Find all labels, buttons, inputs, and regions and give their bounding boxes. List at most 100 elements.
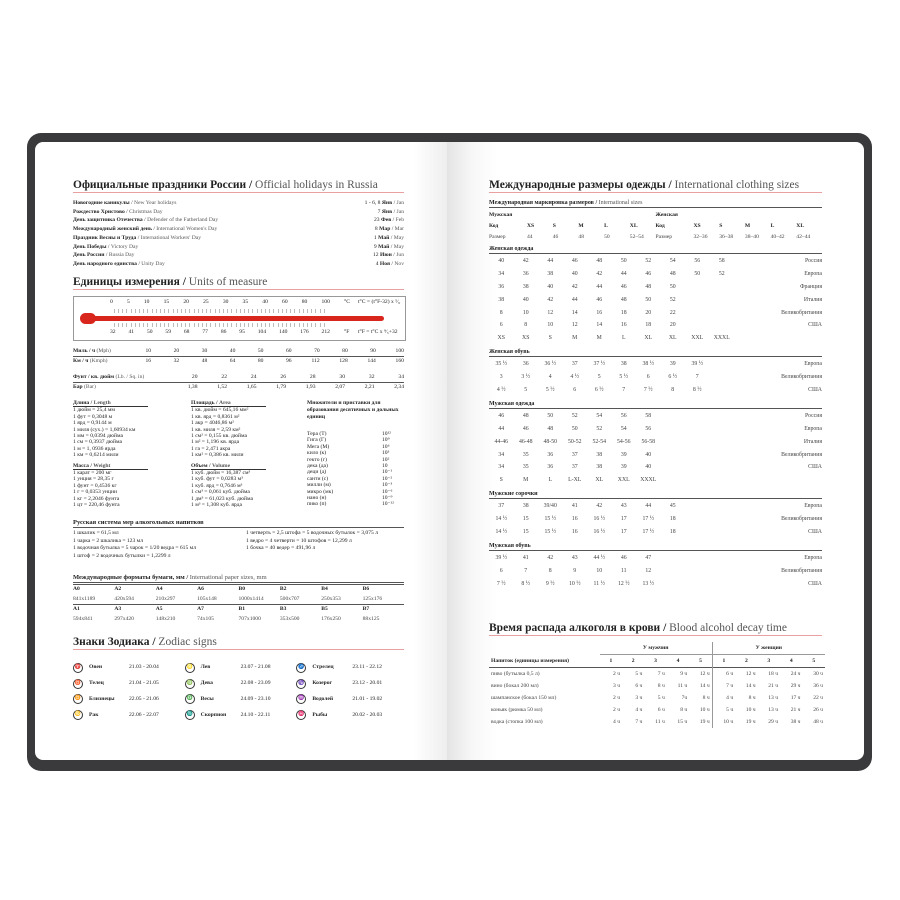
size-cell: 42 — [571, 283, 578, 290]
row-label: Бар (Bar) — [73, 383, 168, 392]
size-cell: 3 ½ — [521, 374, 531, 381]
size-cell — [685, 319, 710, 332]
table-cell: 1,65 — [246, 384, 257, 390]
zodiac-name: Телец — [89, 680, 104, 687]
prefix-value: 10³ — [382, 450, 390, 457]
holiday-month-en: Jan — [396, 200, 404, 206]
table-cell: 22 — [221, 374, 227, 380]
row-label: Фунт / кв. дюйм (Lb. / Sq. in) — [73, 373, 168, 382]
bac-cell: 10 ч — [699, 707, 710, 713]
size-cell: 50 — [571, 425, 578, 432]
prefix-row: Мега (М) 10⁶ — [307, 444, 404, 450]
intl-grid: Мужская Женская Код XS S M L XL Код XS S M L XL Размер… — [489, 210, 822, 243]
bac-cell: 6 ч — [711, 667, 736, 680]
table-cell: 30 — [339, 374, 345, 380]
unit-ru: Км / ч — [73, 358, 89, 364]
bac-title: Время распада алкоголя в крови / Blood a… — [489, 622, 822, 636]
paper-cell: B4 — [321, 586, 328, 592]
paper-cell: B1 — [238, 606, 246, 612]
zodiac-name: Весы — [200, 695, 214, 702]
title-ru: Международные форматы бумаги, мм — [73, 574, 185, 581]
size-cell: 17 — [620, 529, 627, 536]
holiday-month-ru: Июн — [380, 252, 392, 259]
paper-cell: 148x210 — [155, 615, 176, 622]
size-cell: 52-54 — [592, 438, 607, 445]
bac-cell: 14 ч — [699, 683, 710, 689]
bac-cell: 11 ч — [655, 719, 665, 725]
block-heading-en: Length — [93, 400, 111, 406]
size-cell: 52 — [571, 412, 578, 419]
size-cell: 37 — [571, 464, 578, 471]
holidays-title: Официальные праздники России / Official … — [73, 179, 404, 193]
paper-cell: A1 — [73, 606, 80, 612]
prefixes-title: Множители и приставки для образования де… — [307, 400, 399, 420]
holiday-name-en: International Workers' Day — [140, 234, 202, 241]
prefix-row: дека (да) 10 — [307, 463, 404, 469]
conversion-item: 1 см³ = 0,061 куб. дюйма — [191, 489, 250, 496]
size-cell: 39 ½ — [495, 554, 508, 561]
holiday-day: 7 — [377, 208, 382, 215]
zodiac-Телец-icon: ♉ — [73, 678, 83, 689]
bac-cell: 29 ч — [768, 719, 779, 725]
holiday-month-en: Mar — [394, 226, 404, 233]
size-cell: 4 — [548, 374, 552, 381]
holiday-date: 8 Мар / Mar — [374, 226, 404, 233]
block-heading: Объем / Volume — [191, 463, 266, 471]
celsius-tick-label: 25 — [203, 299, 209, 305]
paper-cell: B0 — [238, 586, 246, 592]
intl-sizes-title: Международная маркировка размеров / Inte… — [489, 200, 822, 208]
intl-cell — [719, 210, 745, 221]
bac-cell: 21 ч — [768, 683, 779, 689]
size-cell: 17 ½ — [642, 529, 655, 536]
conversion-item: 1 кг = 2,2046 фунта — [73, 495, 120, 502]
section-title: Мужские сорочки — [489, 491, 822, 500]
size-section: Мужские сорочки 37 38 39/40 41 42 43 44 45 Европа… — [489, 491, 822, 539]
conversion-item: 1 куб. ярд = 0,7646 м³ — [191, 482, 243, 489]
size-cell: 7 ½ — [496, 580, 506, 587]
length-weight-column: Длина / Length 1 дюйм = 25,4 мм 1 фут = 0,… — [73, 400, 183, 509]
prefix-row: кило (к) 10³ — [307, 450, 404, 456]
thermometer-bar — [84, 316, 384, 321]
prefix-value: 10⁻¹ — [382, 469, 393, 476]
bac-header-cell: 3 — [654, 658, 657, 664]
block-heading-en: Weight — [93, 462, 111, 469]
title-ru: Единицы измерения — [73, 276, 180, 288]
size-cell: 36 ½ — [544, 361, 557, 368]
size-cell — [685, 423, 710, 436]
intl-cell: XS — [527, 223, 535, 229]
size-cell — [685, 578, 710, 591]
size-cell: 13 ½ — [642, 580, 655, 587]
paper-row: A1 A3 A5 A7 B1 B3 B5 B7 — [73, 604, 404, 615]
size-cell: 12 — [571, 322, 578, 329]
size-cell: 7 — [622, 387, 626, 394]
section-title: Мужская одежда — [489, 401, 822, 409]
bac-cell: 11 ч — [677, 683, 688, 689]
zodiac-title: Знаки Зодиака / Zodiac signs — [73, 636, 404, 650]
section-title: Женская одежда — [489, 246, 822, 254]
bac-header-cell: 2 — [631, 658, 635, 664]
holiday-month-en: May — [393, 243, 404, 250]
title-en: International paper sizes, mm — [189, 574, 267, 581]
unit-ru: Бар — [73, 384, 83, 390]
bac-cell: 36 ч — [813, 683, 823, 689]
conversion-item: 1 км = 0,6214 мили — [73, 452, 119, 459]
title-en: Zodiac signs — [158, 636, 217, 648]
prefix-row: милли (м) 10⁻³ — [307, 482, 404, 488]
holiday-name: День защитника Отечества / Defender of t… — [73, 217, 219, 224]
paper-cell: 297x420 — [114, 615, 134, 622]
measure-item: 1 шкалик = 61,5 мл — [73, 530, 119, 536]
title-ru: Знаки Зодиака — [73, 636, 150, 648]
size-cell — [710, 461, 735, 474]
size-cell: 54 — [620, 425, 627, 432]
table-cell: 28 — [309, 374, 316, 380]
size-cell: 22 — [669, 309, 676, 316]
holiday-name: День России / Russia Day — [73, 252, 135, 259]
conversion-item: 1 фунт = 0,4536 кг — [73, 482, 117, 489]
table-cell: 50 — [257, 348, 264, 354]
size-cell: 6 — [646, 374, 650, 381]
size-cell — [710, 500, 735, 513]
holiday-month-ru: Янв — [381, 208, 393, 215]
size-cell: 11 — [620, 567, 627, 574]
